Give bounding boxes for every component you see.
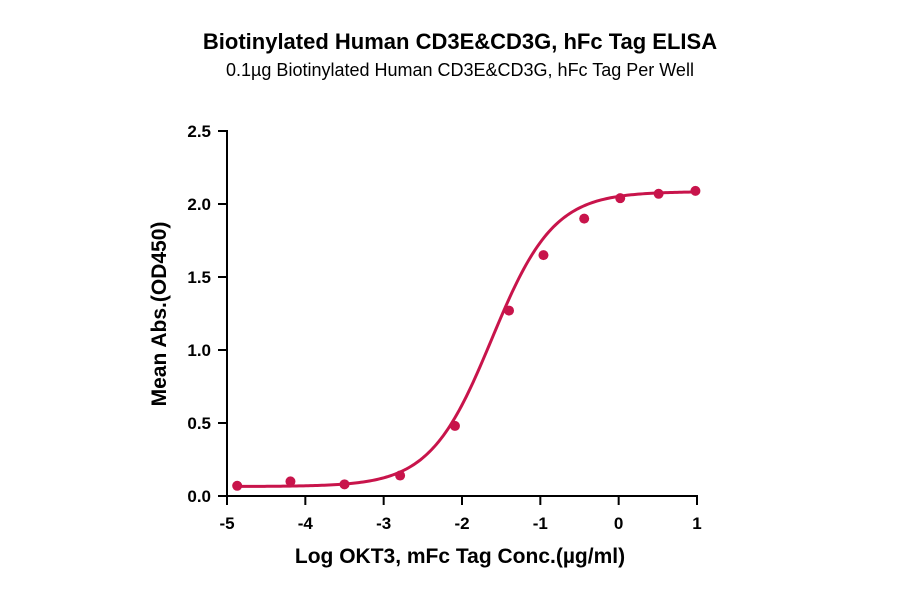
data-point [232, 480, 243, 491]
y-axis: 0.0 0.5 1.0 1.5 2.0 2.5 [187, 122, 228, 506]
fit-curve [237, 190, 696, 488]
chart-subtitle: 0.1µg Biotinylated Human CD3E&CD3G, hFc … [226, 60, 694, 80]
data-point [504, 305, 514, 316]
x-axis-label: Log OKT3, mFc Tag Conc.(µg/ml) [295, 545, 625, 568]
chart-title: Biotinylated Human CD3E&CD3G, hFc Tag EL… [203, 29, 717, 54]
x-tick-label: -2 [454, 514, 469, 533]
data-point [339, 479, 350, 490]
x-tick-label: -5 [219, 514, 234, 533]
data-point [653, 188, 664, 199]
data-point [579, 213, 590, 224]
data-point [395, 470, 406, 481]
data-points [232, 185, 701, 491]
data-point [615, 193, 626, 204]
data-point [285, 476, 296, 487]
x-tick-label: 0 [614, 514, 623, 533]
y-tick-label: 2.0 [187, 195, 211, 214]
y-tick-label: 0.5 [187, 414, 211, 433]
y-tick-label: 2.5 [187, 122, 211, 141]
x-tick-label: 1 [692, 514, 701, 533]
data-point [690, 185, 701, 196]
y-axis-label: Mean Abs.(OD450) [148, 222, 171, 407]
y-tick-label: 0.0 [187, 487, 211, 506]
y-tick-label: 1.5 [187, 268, 211, 287]
y-tick-label: 1.0 [187, 341, 211, 360]
x-tick-label: -3 [376, 514, 391, 533]
data-point [538, 250, 549, 261]
x-tick-label: -1 [533, 514, 548, 533]
x-tick-label: -4 [298, 514, 314, 533]
x-axis: -5 -4 -3 -2 -1 0 1 [219, 495, 702, 533]
data-point [449, 420, 460, 431]
